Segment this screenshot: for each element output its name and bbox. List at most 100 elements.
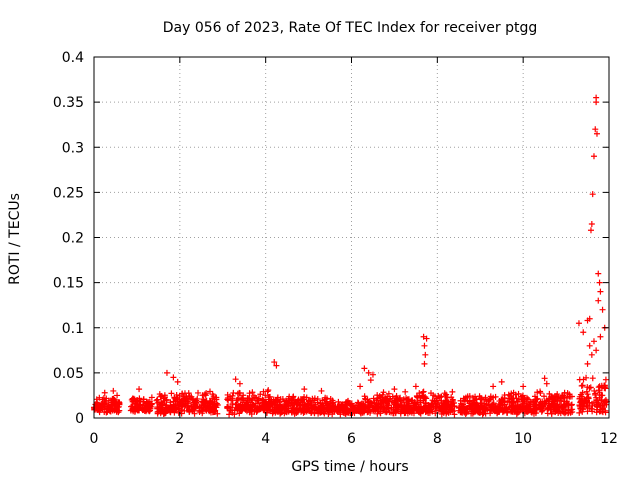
data-point	[130, 398, 137, 405]
data-point	[537, 399, 544, 406]
data-point	[301, 386, 308, 393]
data-point	[199, 392, 206, 399]
data-point	[584, 391, 591, 398]
data-point	[154, 409, 161, 416]
data-point	[561, 410, 568, 417]
data-point	[97, 402, 104, 409]
data-point	[450, 408, 457, 415]
x-tick-label: 6	[347, 431, 356, 447]
data-point	[599, 306, 606, 313]
y-tick-label: 0.1	[62, 321, 84, 337]
data-point	[144, 401, 151, 408]
data-point	[443, 400, 450, 407]
data-point	[372, 406, 379, 413]
data-point	[198, 404, 205, 411]
data-point	[297, 405, 304, 412]
data-point	[361, 393, 368, 400]
data-point	[595, 384, 602, 391]
data-point	[520, 400, 527, 407]
data-point	[388, 404, 395, 411]
data-point	[499, 396, 506, 403]
data-point	[468, 403, 475, 410]
data-point	[271, 359, 278, 366]
data-point	[510, 395, 517, 402]
data-point	[441, 390, 448, 397]
data-point	[326, 406, 333, 413]
data-point	[293, 401, 300, 408]
data-point	[199, 399, 206, 406]
data-point	[311, 410, 318, 417]
data-point	[263, 409, 270, 416]
data-point	[294, 397, 301, 404]
data-point	[269, 410, 276, 417]
y-tick-label: 0.35	[53, 95, 84, 111]
data-point	[504, 409, 511, 416]
data-point	[305, 405, 312, 412]
data-point	[236, 389, 243, 396]
data-point	[237, 407, 244, 414]
data-point	[515, 396, 522, 403]
data-point	[281, 410, 288, 417]
data-point	[498, 378, 505, 385]
data-point	[110, 387, 117, 394]
data-point	[541, 398, 548, 405]
data-point	[246, 395, 253, 402]
data-point	[588, 406, 595, 413]
data-point	[213, 396, 220, 403]
data-point	[594, 404, 601, 411]
data-point	[601, 400, 608, 407]
y-tick-label: 0.15	[53, 276, 84, 292]
data-point	[175, 409, 182, 416]
data-point	[254, 400, 261, 407]
data-point	[288, 409, 295, 416]
data-point	[539, 402, 546, 409]
data-point	[420, 333, 427, 340]
data-point	[490, 401, 497, 408]
data-point	[184, 396, 191, 403]
data-point	[318, 405, 325, 412]
data-point	[163, 402, 170, 409]
data-point	[483, 402, 490, 409]
data-point	[423, 335, 430, 342]
data-point	[587, 227, 594, 234]
data-point	[283, 405, 290, 412]
data-point	[558, 392, 565, 399]
data-point	[419, 392, 426, 399]
data-point	[421, 360, 428, 367]
data-point	[365, 403, 372, 410]
data-point	[247, 401, 254, 408]
data-point	[591, 387, 598, 394]
data-point	[262, 392, 269, 399]
data-point	[579, 389, 586, 396]
data-point	[595, 270, 602, 277]
data-point	[601, 385, 608, 392]
data-point	[270, 400, 277, 407]
data-point	[586, 342, 593, 349]
data-point	[136, 407, 143, 414]
data-point	[565, 409, 572, 416]
data-point	[482, 405, 489, 412]
data-point	[602, 376, 609, 383]
data-point	[326, 400, 333, 407]
data-point	[543, 380, 550, 387]
data-point	[530, 403, 537, 410]
data-point	[195, 389, 202, 396]
data-point	[110, 397, 117, 404]
data-point	[357, 383, 364, 390]
data-point	[595, 297, 602, 304]
x-tick-label: 12	[600, 431, 618, 447]
data-point	[115, 404, 122, 411]
data-point	[166, 408, 173, 415]
data-point	[479, 411, 486, 418]
data-point	[391, 386, 398, 393]
data-point	[471, 399, 478, 406]
data-point	[460, 395, 467, 402]
data-point	[391, 397, 398, 404]
data-point	[140, 398, 147, 405]
data-point	[492, 393, 499, 400]
x-tick-label: 10	[514, 431, 532, 447]
data-point	[371, 399, 378, 406]
data-point	[353, 406, 360, 413]
data-point	[532, 396, 539, 403]
data-point	[246, 390, 253, 397]
